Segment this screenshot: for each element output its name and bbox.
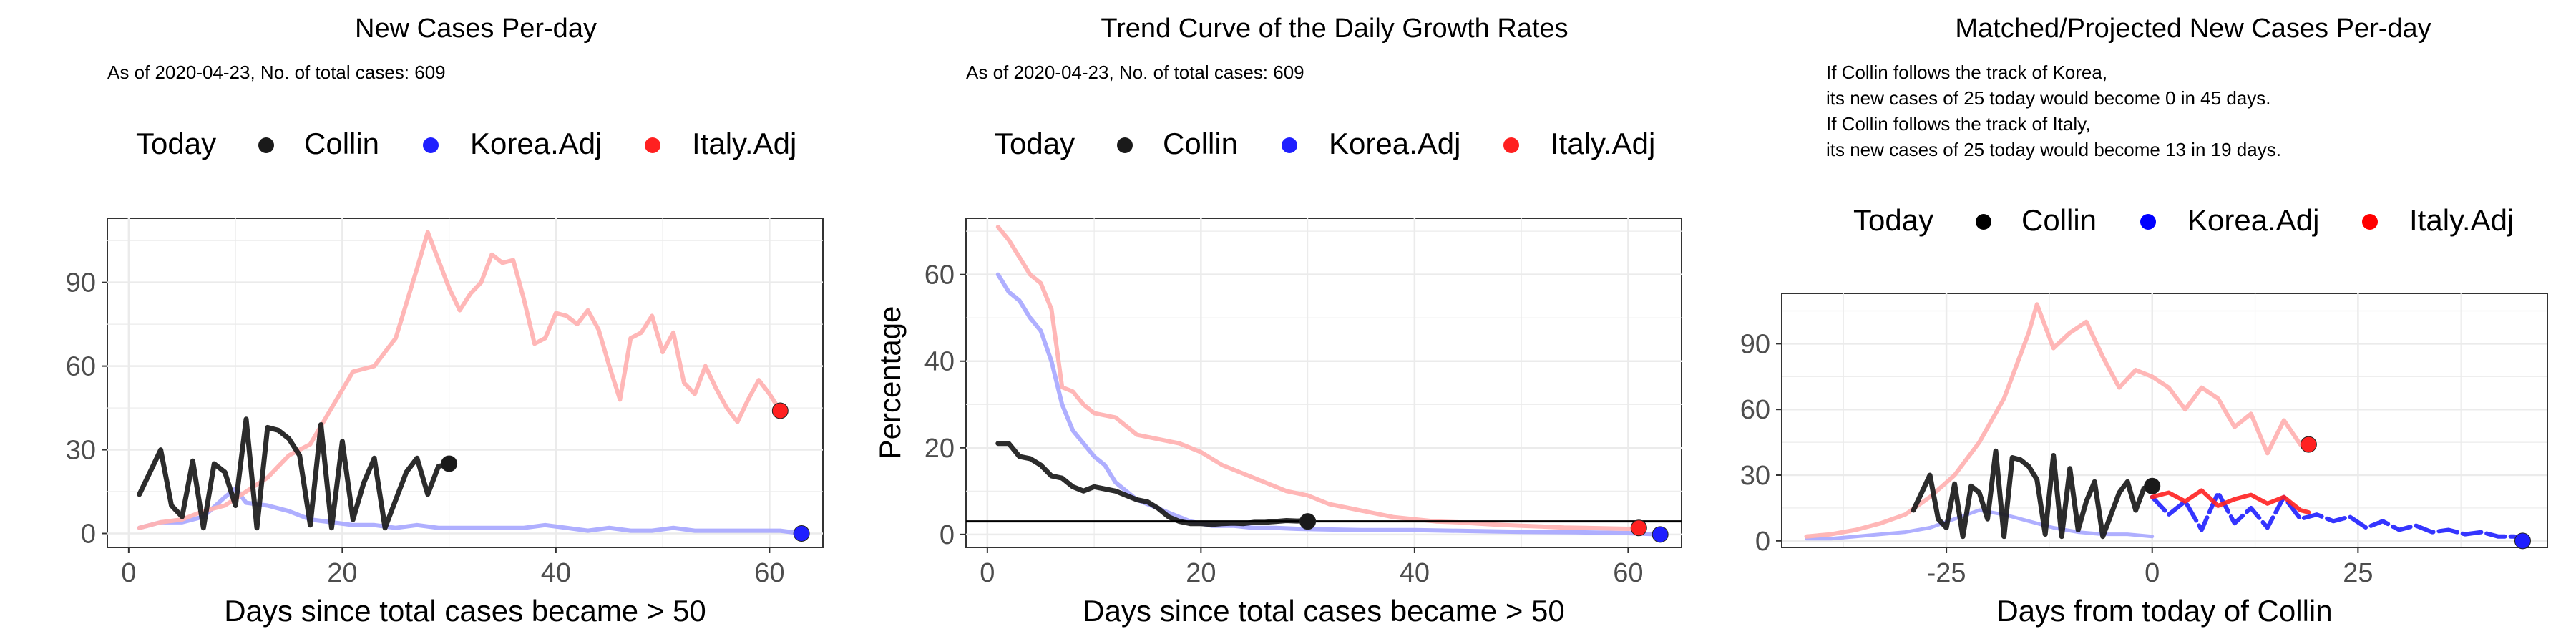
legend-korea-dot <box>1282 137 1297 153</box>
y-tick-label: 0 <box>940 520 955 550</box>
legend-collin-label: Collin <box>2021 203 2097 237</box>
cases-panel: New Cases Per-day As of 2020-04-23, No. … <box>66 14 824 628</box>
projected-note-line-4: its new cases of 25 today would become 1… <box>1826 139 2281 160</box>
growth-grid <box>966 218 1682 547</box>
legend-italy-dot <box>1503 137 1519 153</box>
x-tick-label: -25 <box>1927 558 1966 588</box>
x-tick-label: 0 <box>2145 558 2160 588</box>
today-point-italy-adj <box>1630 519 1647 537</box>
growth-plot-area <box>965 218 1682 548</box>
cases-plot-area <box>107 218 824 548</box>
y-tick-label: 0 <box>81 519 96 550</box>
series-line-korea-adj-matched <box>1805 508 2155 541</box>
today-point-italy-adj <box>771 402 789 419</box>
legend-collin-label: Collin <box>304 127 379 160</box>
projected-grid <box>1782 293 2547 547</box>
legend-italy-label: Italy.Adj <box>1551 127 1655 160</box>
legend-korea-label: Korea.Adj <box>470 127 602 160</box>
cases-title: New Cases Per-day <box>355 14 597 44</box>
y-tick-label: 90 <box>66 268 96 298</box>
x-tick-label: 40 <box>541 558 571 588</box>
y-tick-label: 30 <box>1740 461 1770 491</box>
growth-legend: Today Collin Korea.Adj Italy.Adj <box>995 127 1655 160</box>
legend-today-label: Today <box>1853 203 1933 237</box>
legend-korea-dot <box>423 137 439 153</box>
today-point-korea-adj <box>793 525 810 542</box>
legend-collin-dot <box>1117 137 1133 153</box>
today-point-collin <box>1299 513 1317 530</box>
today-point-korea-adj <box>1652 526 1669 543</box>
legend-italy-dot <box>645 137 660 153</box>
today-point-collin <box>441 455 458 472</box>
growth-series <box>966 225 1682 543</box>
y-tick-label: 0 <box>1755 527 1770 557</box>
cases-legend: Today Collin Korea.Adj Italy.Adj <box>136 127 796 160</box>
x-tick-label: 60 <box>1613 558 1643 588</box>
x-tick-label: 0 <box>121 558 136 588</box>
series-line-italy-adj <box>137 230 783 530</box>
projected-note-line-1: If Collin follows the track of Korea, <box>1826 62 2107 83</box>
legend-korea-label: Korea.Adj <box>2187 203 2319 237</box>
x-tick-label: 40 <box>1400 558 1430 588</box>
legend-korea-dot <box>2140 214 2156 230</box>
series-line-italy-adj-projected <box>2150 488 2311 514</box>
projected-note-line-3: If Collin follows the track of Italy, <box>1826 113 2090 135</box>
legend-italy-label: Italy.Adj <box>2409 203 2514 237</box>
legend-italy-label: Italy.Adj <box>692 127 796 160</box>
projected-panel: Matched/Projected New Cases Per-day If C… <box>1740 14 2548 628</box>
legend-italy-dot <box>2362 214 2378 230</box>
x-tick-label: 25 <box>2343 558 2373 588</box>
growth-xlabel: Days since total cases became > 50 <box>1083 594 1565 628</box>
today-point-collin <box>2144 477 2161 494</box>
y-tick-label: 60 <box>66 352 96 382</box>
projected-series <box>1804 302 2531 550</box>
y-tick-label: 20 <box>924 434 955 464</box>
today-point-korea-adj <box>2514 532 2531 550</box>
growth-ylabel: Percentage <box>873 306 907 460</box>
cases-grid <box>107 218 823 547</box>
projected-legend: Today Collin Korea.Adj Italy.Adj <box>1853 203 2514 237</box>
series-line-korea-adj-projected <box>2150 490 2525 543</box>
y-tick-label: 30 <box>66 436 96 466</box>
x-tick-label: 0 <box>980 558 995 588</box>
series-line-collin <box>1911 448 2155 540</box>
growth-panel: Trend Curve of the Daily Growth Rates As… <box>873 14 1682 628</box>
cases-xlabel: Days since total cases became > 50 <box>224 594 706 628</box>
legend-korea-label: Korea.Adj <box>1329 127 1460 160</box>
today-point-italy-adj <box>2300 436 2317 453</box>
projected-plot-area <box>1781 293 2548 548</box>
growth-title: Trend Curve of the Daily Growth Rates <box>1101 14 1568 44</box>
legend-today-label: Today <box>136 127 216 160</box>
cases-subtitle: As of 2020-04-23, No. of total cases: 60… <box>107 62 446 83</box>
x-tick-label: 60 <box>754 558 784 588</box>
projected-ticks: -25 0 25 0 30 60 90 <box>1740 329 2373 588</box>
legend-collin-dot <box>258 137 274 153</box>
series-line-italy-adj <box>995 225 1641 531</box>
legend-collin-dot <box>1976 214 1991 230</box>
projected-title: Matched/Projected New Cases Per-day <box>1955 14 2431 44</box>
x-tick-label: 20 <box>1186 558 1216 588</box>
projected-xlabel: Days from today of Collin <box>1996 594 2332 628</box>
y-tick-label: 60 <box>1740 395 1770 425</box>
y-tick-label: 60 <box>924 260 955 291</box>
growth-ticks: 0 20 40 60 0 20 40 60 <box>924 260 1644 588</box>
legend-collin-label: Collin <box>1163 127 1238 160</box>
growth-subtitle: As of 2020-04-23, No. of total cases: 60… <box>966 62 1304 83</box>
projected-note-line-2: its new cases of 25 today would become 0… <box>1826 87 2270 109</box>
y-tick-label: 40 <box>924 347 955 377</box>
series-line-collin <box>137 416 452 531</box>
cases-series <box>137 230 810 542</box>
cases-ticks: 0 20 40 60 0 30 60 90 <box>66 268 785 588</box>
x-tick-label: 20 <box>327 558 357 588</box>
legend-today-label: Today <box>995 127 1075 160</box>
y-tick-label: 90 <box>1740 329 1770 359</box>
